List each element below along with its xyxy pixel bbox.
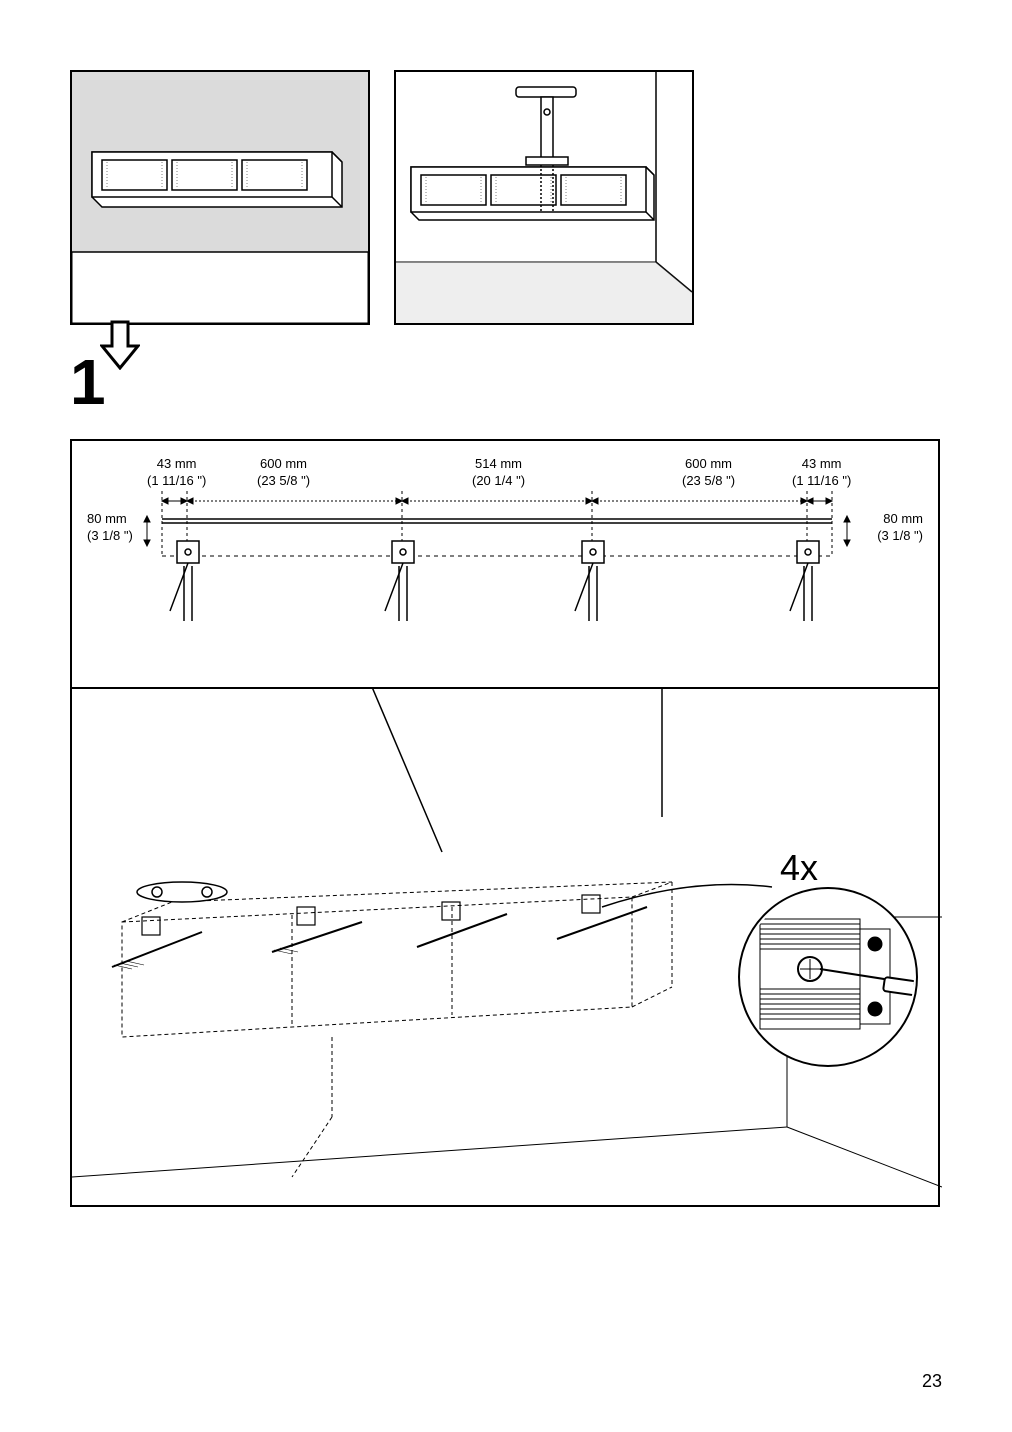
measure-in: (23 5/8 ") — [682, 473, 735, 490]
panel-shelf-mounted — [70, 70, 370, 325]
measure-5: 43 mm (1 11/16 ") — [792, 456, 851, 490]
measure-4: 600 mm (23 5/8 ") — [682, 456, 735, 490]
shelf-rail-illustration — [396, 72, 692, 323]
measure-mm: 600 mm — [257, 456, 310, 473]
measure-3: 514 mm (20 1/4 ") — [472, 456, 525, 490]
measure-mm: 43 mm — [792, 456, 851, 473]
measure-in: (23 5/8 ") — [257, 473, 310, 490]
measure-in: (20 1/4 ") — [472, 473, 525, 490]
panel-shelf-with-rail — [394, 70, 694, 325]
instruction-page: 1 43 mm (1 11/16 ") 600 mm (23 5/8 ") 51… — [0, 0, 1012, 1432]
measure-in: (1 11/16 ") — [147, 473, 206, 490]
measure-2: 600 mm (23 5/8 ") — [257, 456, 310, 490]
bottom-illustration-panel: 4x — [70, 687, 940, 1207]
page-number: 23 — [922, 1371, 942, 1392]
bracket-detail-callout — [738, 887, 918, 1067]
shelf-mounted-illustration — [72, 72, 368, 323]
step-number: 1 — [70, 345, 942, 419]
measure-mm: 514 mm — [472, 456, 525, 473]
measure-mm: 43 mm — [147, 456, 206, 473]
measurement-diagram — [92, 491, 922, 691]
measure-1: 43 mm (1 11/16 ") — [147, 456, 206, 490]
quantity-label: 4x — [780, 847, 818, 889]
measure-mm: 600 mm — [682, 456, 735, 473]
down-arrow-icon — [100, 320, 140, 370]
top-panels-row — [70, 70, 942, 325]
measurement-panel: 43 mm (1 11/16 ") 600 mm (23 5/8 ") 514 … — [70, 439, 940, 689]
measure-in: (1 11/16 ") — [792, 473, 851, 490]
bracket-detail-illustration — [740, 889, 916, 1065]
